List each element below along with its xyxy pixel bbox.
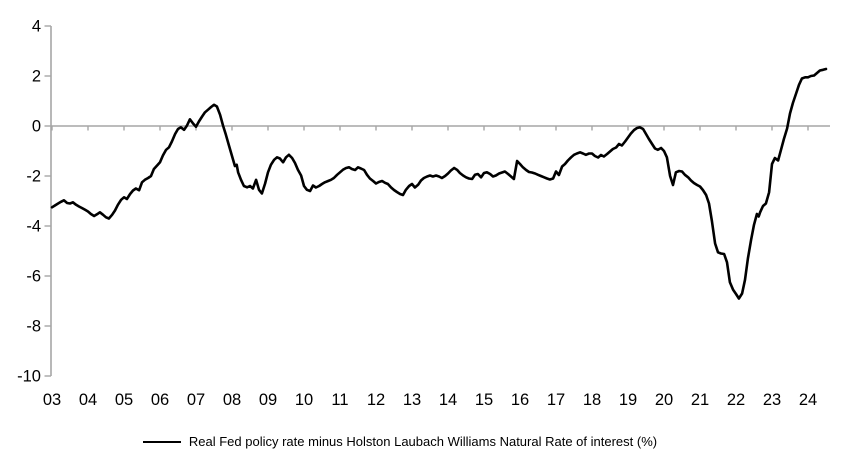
x-tick-label: 20 — [655, 391, 673, 409]
x-tick-label: 23 — [763, 391, 781, 409]
plot-area: 03 04 05 06 07 08 09 10 11 12 13 14 15 16 17 18 19 20 21 22… — [17, 18, 830, 409]
y-tick-label: -6 — [26, 268, 41, 286]
x-tick-label: 03 — [43, 391, 61, 409]
y-tick-label: 2 — [32, 68, 41, 86]
x-tick-label: 11 — [331, 391, 348, 409]
x-tick-label: 10 — [295, 391, 313, 409]
y-tick-label: -8 — [26, 318, 41, 336]
x-tick-label: 22 — [727, 391, 745, 409]
x-tick-label: 08 — [223, 391, 241, 409]
x-tick-label: 15 — [475, 391, 493, 409]
y-tick-label: -10 — [17, 368, 41, 386]
y-tick-label: -4 — [26, 218, 41, 236]
x-tick-label: 07 — [187, 391, 205, 409]
legend-label: Real Fed policy rate minus Holston Lauba… — [188, 434, 658, 449]
y-tick-label: 0 — [32, 118, 41, 136]
x-tick-label: 17 — [547, 391, 565, 409]
y-tick-label: -2 — [26, 168, 41, 186]
x-tick-label: 12 — [367, 391, 385, 409]
x-tick-label: 05 — [115, 391, 133, 409]
x-tick-label: 04 — [79, 391, 97, 409]
x-tick-label: 18 — [583, 391, 601, 409]
series-line — [50, 67, 828, 300]
x-tick-label: 09 — [259, 391, 277, 409]
x-tick-label: 19 — [619, 391, 637, 409]
x-tick-label: 16 — [511, 391, 529, 409]
x-tick-label: 21 — [691, 391, 709, 409]
x-tick-label: 06 — [151, 391, 169, 409]
y-tick-label: 4 — [32, 18, 41, 36]
legend: Real Fed policy rate minus Holston Lauba… — [0, 432, 852, 452]
x-tick-label: 14 — [439, 391, 457, 409]
legend-line-sample — [142, 441, 181, 443]
x-tick-label: 24 — [799, 391, 817, 409]
x-tick-label: 13 — [403, 391, 421, 409]
